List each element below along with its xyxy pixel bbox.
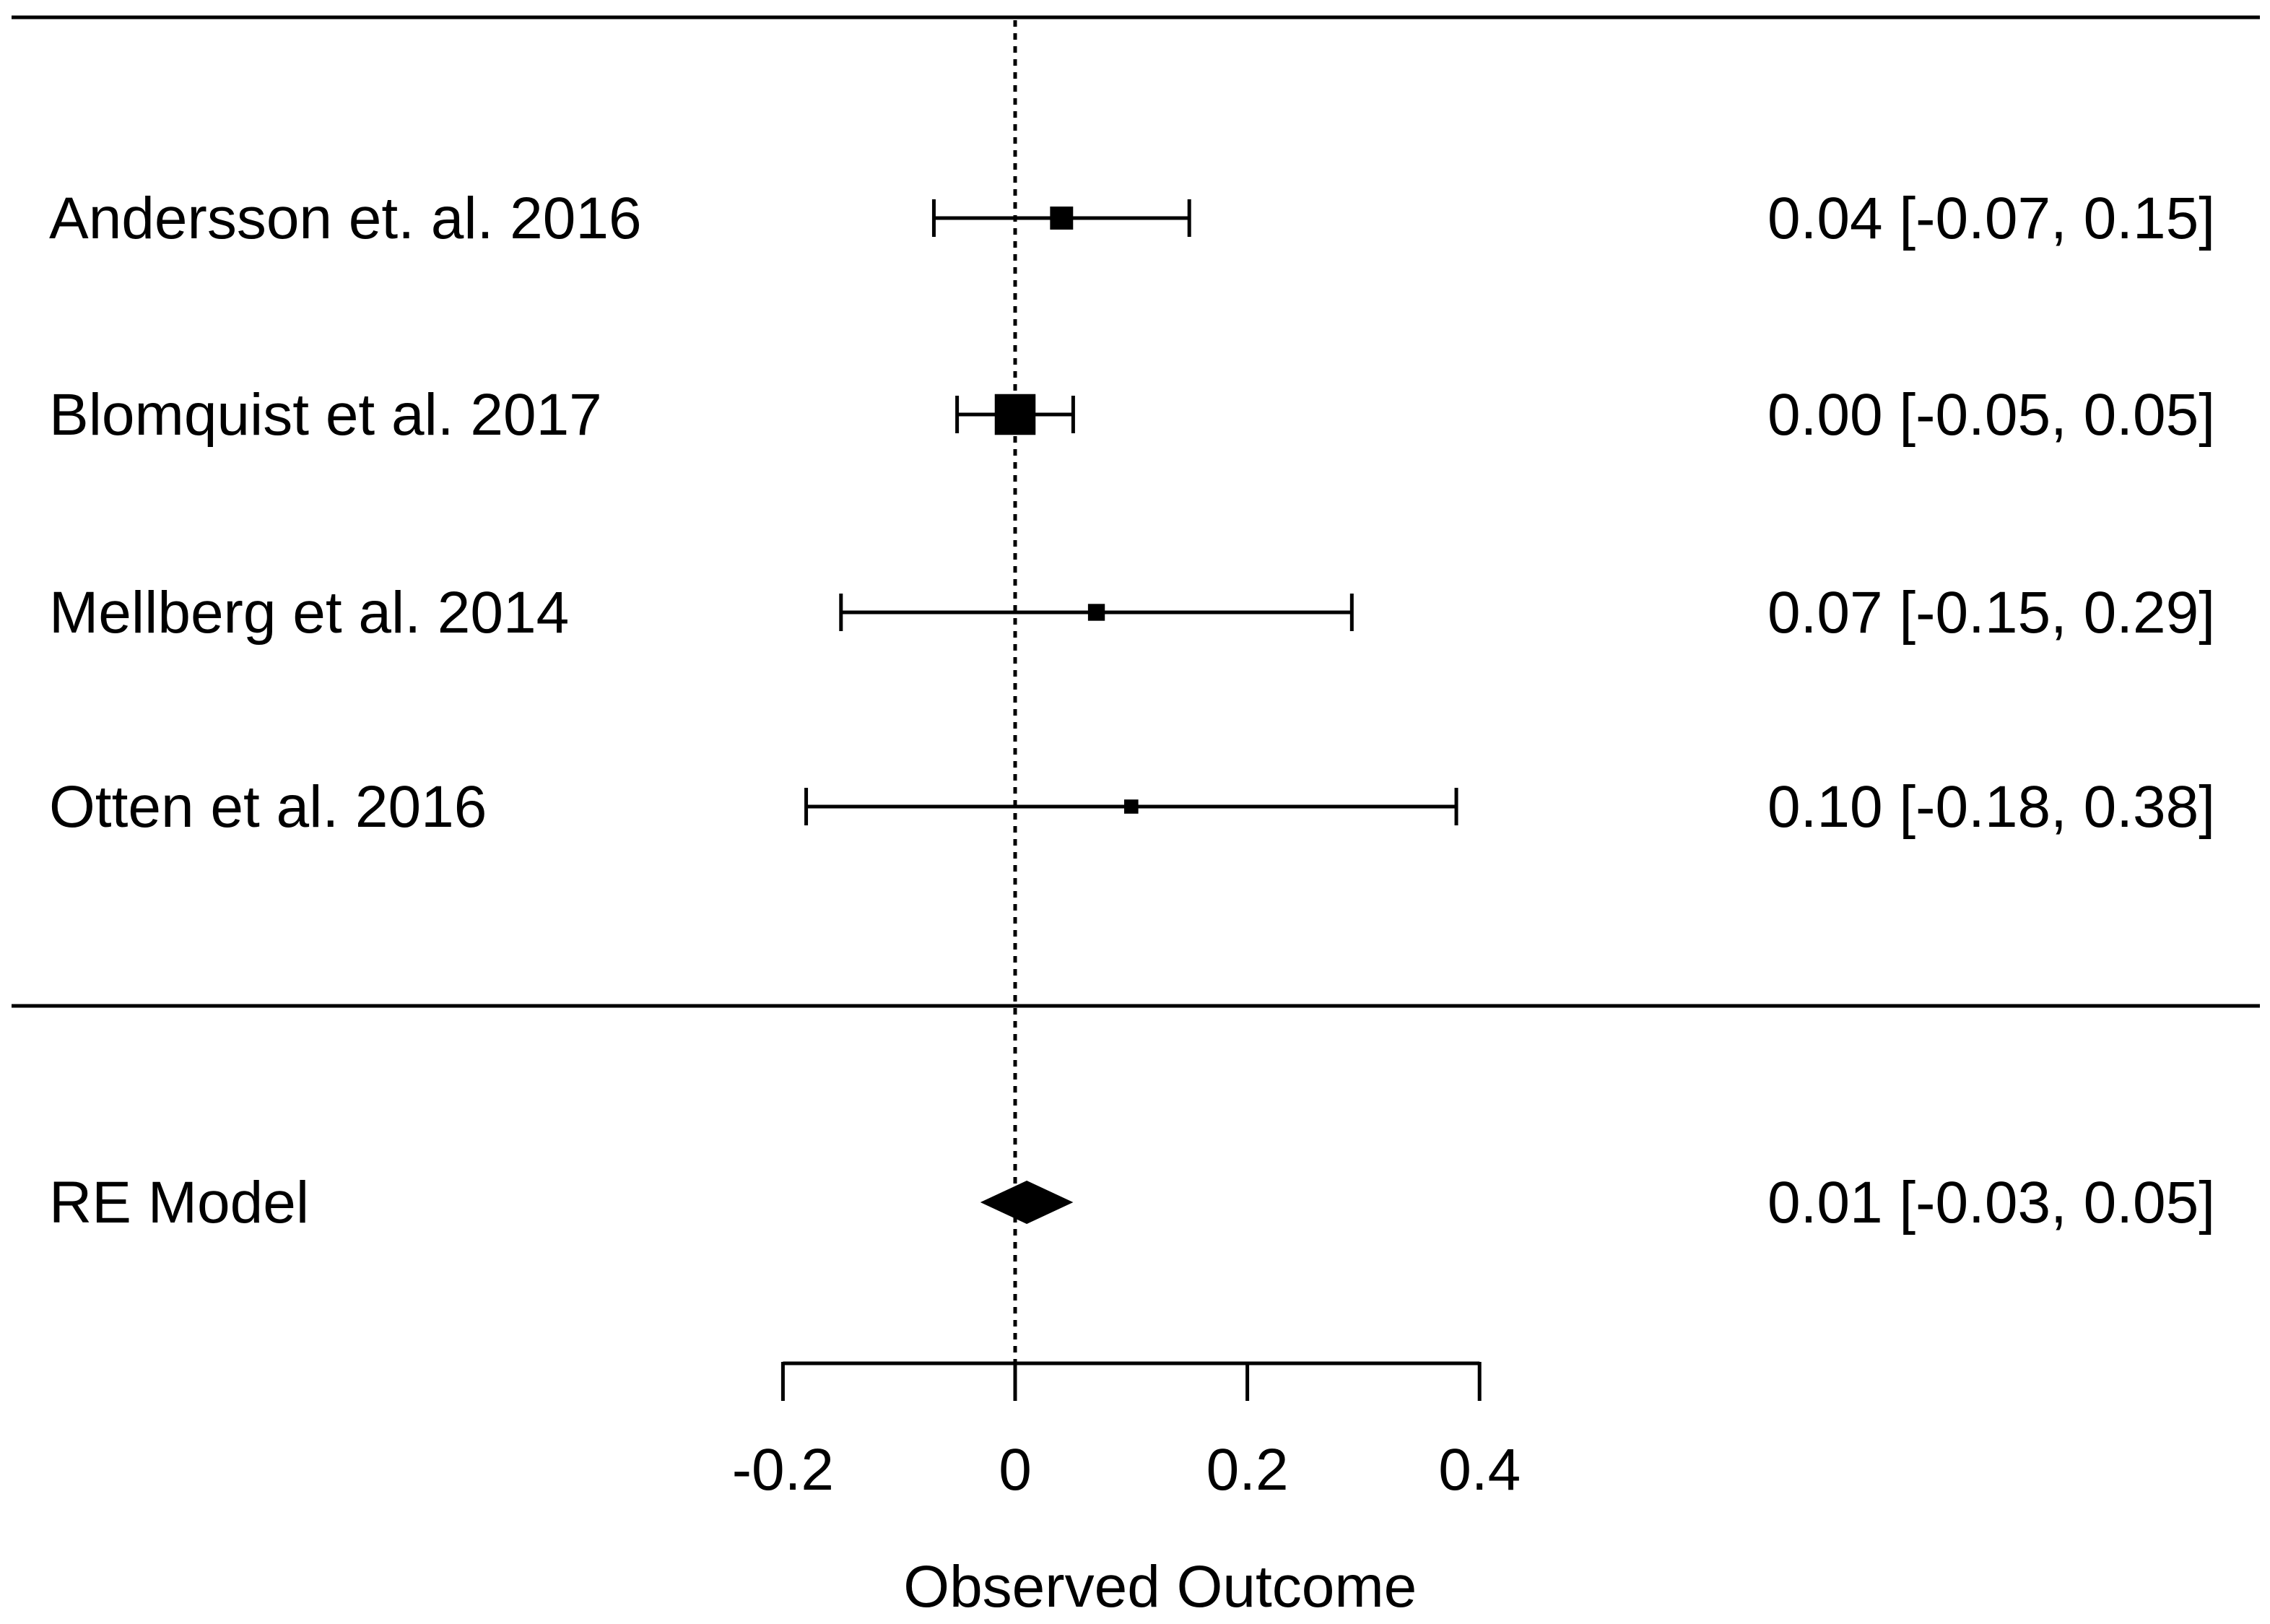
study-label: Blomquist et al. 2017 bbox=[49, 382, 602, 448]
study-label: Andersson et. al. 2016 bbox=[49, 186, 642, 251]
study-rows: Andersson et. al. 2016 0.04 [-0.07, 0.15]… bbox=[49, 186, 2215, 840]
estimate-ci-label: 0.07 [-0.15, 0.29] bbox=[1767, 580, 2215, 646]
x-axis: -0.2 0 0.2 0.4 bbox=[732, 1361, 1521, 1503]
study-row: Otten et al. 2016 0.10 [-0.18, 0.38] bbox=[49, 774, 2215, 840]
tick-label: 0 bbox=[999, 1437, 1032, 1503]
point-estimate bbox=[1050, 207, 1074, 230]
estimate-ci-label: 0.00 [-0.05, 0.05] bbox=[1767, 382, 2215, 448]
summary-label: RE Model bbox=[49, 1170, 309, 1236]
point-estimate bbox=[994, 394, 1036, 435]
tick-label: 0.2 bbox=[1206, 1437, 1289, 1503]
plot-frame bbox=[12, 15, 2260, 1008]
study-row: Mellberg et al. 2014 0.07 [-0.15, 0.29] bbox=[49, 580, 2215, 646]
tick-label: -0.2 bbox=[732, 1437, 834, 1503]
estimate-ci-label: 0.04 [-0.07, 0.15] bbox=[1767, 186, 2215, 251]
point-estimate bbox=[1087, 604, 1105, 621]
point-estimate bbox=[1124, 799, 1139, 814]
study-row: Andersson et. al. 2016 0.04 [-0.07, 0.15] bbox=[49, 186, 2215, 251]
study-row: Blomquist et al. 2017 0.00 [-0.05, 0.05] bbox=[49, 382, 2215, 448]
summary-ci-label: 0.01 [-0.03, 0.05] bbox=[1767, 1170, 2215, 1236]
x-axis-title: Observed Outcome bbox=[903, 1554, 1417, 1620]
summary-row: RE Model 0.01 [-0.03, 0.05] bbox=[49, 1170, 2215, 1236]
summary-diamond bbox=[980, 1181, 1074, 1224]
estimate-ci-label: 0.10 [-0.18, 0.38] bbox=[1767, 774, 2215, 840]
study-label: Mellberg et al. 2014 bbox=[49, 580, 569, 646]
tick-label: 0.4 bbox=[1438, 1437, 1521, 1503]
study-label: Otten et al. 2016 bbox=[49, 774, 487, 840]
